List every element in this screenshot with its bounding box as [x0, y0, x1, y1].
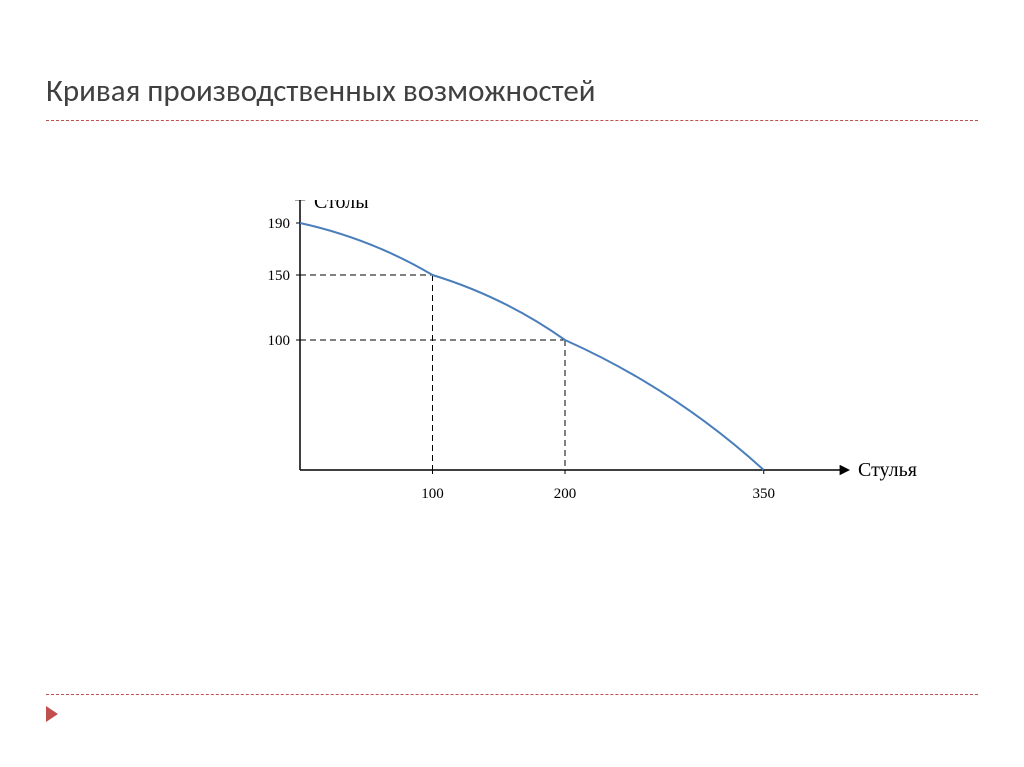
y-tick-label: 150 [268, 268, 291, 284]
footer-marker-icon [46, 706, 62, 727]
slide: Кривая производственных возможностей 100… [0, 0, 1024, 767]
x-axis-label: Стулья [858, 459, 917, 481]
ppf-chart: 100 150 190 100 200 350 Столы Стулья [230, 200, 950, 535]
x-tick-label: 200 [554, 486, 577, 502]
y-tick-label: 190 [268, 216, 291, 232]
y-axis-label: Столы [314, 200, 369, 213]
ppf-curve [300, 223, 764, 470]
x-tick-label: 100 [421, 486, 444, 502]
page-title: Кривая производственных возможностей [46, 72, 596, 110]
y-tick-label: 100 [268, 333, 291, 349]
divider-top [46, 120, 978, 121]
divider-bottom [46, 694, 978, 695]
chart-svg: 100 150 190 100 200 350 Столы Стулья [230, 200, 950, 530]
x-tick-label: 350 [753, 486, 776, 502]
